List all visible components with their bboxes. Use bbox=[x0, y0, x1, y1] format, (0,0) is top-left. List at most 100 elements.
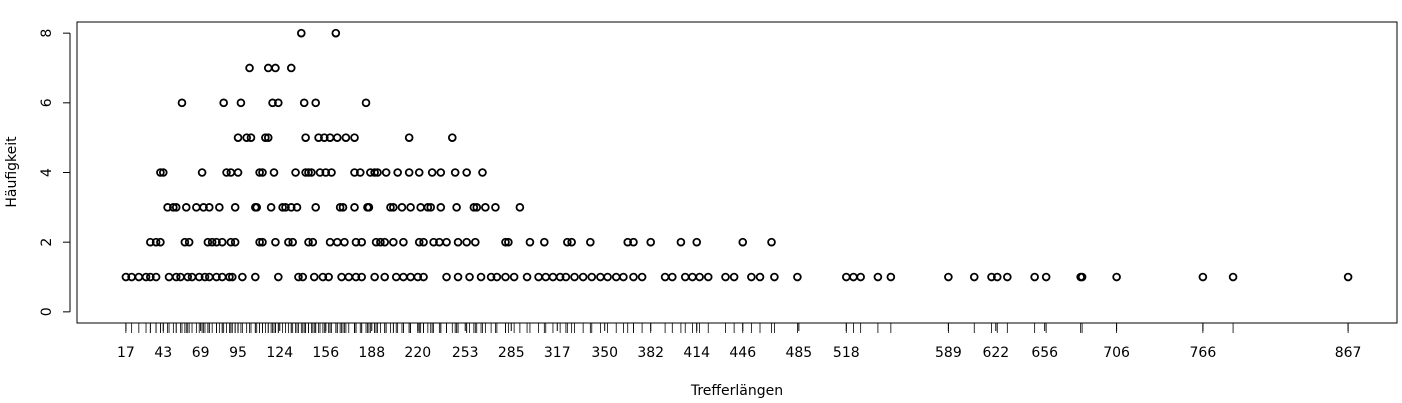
x-tick-label: 446 bbox=[729, 345, 756, 361]
point bbox=[561, 272, 571, 282]
point bbox=[404, 133, 414, 142]
point bbox=[611, 272, 621, 282]
point bbox=[414, 168, 424, 177]
point bbox=[281, 203, 290, 212]
point bbox=[298, 272, 308, 282]
point bbox=[337, 272, 346, 282]
point bbox=[501, 272, 510, 282]
x-tick-label: 382 bbox=[637, 345, 664, 361]
point bbox=[222, 168, 231, 177]
point bbox=[376, 237, 385, 247]
point bbox=[151, 237, 161, 247]
point bbox=[194, 272, 204, 282]
point bbox=[242, 133, 251, 142]
point bbox=[419, 237, 428, 247]
point bbox=[629, 237, 638, 247]
point bbox=[151, 272, 161, 282]
point bbox=[258, 237, 267, 247]
point bbox=[389, 203, 398, 212]
point bbox=[729, 272, 739, 282]
point bbox=[680, 272, 690, 282]
x-tick-label: 17 bbox=[117, 345, 135, 361]
point bbox=[288, 237, 297, 247]
point bbox=[841, 272, 851, 282]
point bbox=[501, 237, 510, 247]
point bbox=[442, 237, 451, 247]
point bbox=[873, 272, 883, 282]
point bbox=[332, 237, 342, 247]
point bbox=[146, 237, 155, 247]
point bbox=[156, 237, 165, 247]
point bbox=[596, 272, 605, 282]
point bbox=[286, 63, 296, 73]
point bbox=[268, 98, 277, 108]
point bbox=[462, 168, 471, 177]
point bbox=[340, 237, 349, 247]
point bbox=[515, 203, 525, 212]
point bbox=[1041, 272, 1051, 282]
point bbox=[355, 168, 365, 177]
point bbox=[453, 272, 463, 282]
point bbox=[770, 272, 779, 282]
point bbox=[703, 272, 713, 282]
point bbox=[370, 272, 379, 282]
x-tick-label: 622 bbox=[982, 345, 1009, 361]
point bbox=[522, 272, 532, 282]
x-tick-label: 220 bbox=[404, 345, 431, 361]
point bbox=[204, 203, 214, 212]
point bbox=[381, 168, 391, 177]
point bbox=[481, 203, 490, 212]
point bbox=[286, 203, 296, 212]
point bbox=[332, 133, 342, 142]
point bbox=[849, 272, 858, 282]
point bbox=[200, 272, 210, 282]
point bbox=[226, 237, 236, 247]
x-tick-label: 43 bbox=[154, 345, 172, 361]
point bbox=[969, 272, 979, 282]
point bbox=[350, 168, 359, 177]
point bbox=[233, 133, 243, 142]
point bbox=[380, 237, 390, 247]
point bbox=[738, 237, 748, 247]
point bbox=[570, 272, 579, 282]
point bbox=[469, 203, 479, 212]
point bbox=[603, 272, 612, 282]
point bbox=[258, 168, 267, 177]
point bbox=[540, 237, 549, 247]
point bbox=[236, 98, 246, 108]
point bbox=[442, 272, 451, 282]
point bbox=[416, 203, 425, 212]
y-tick-label: 6 bbox=[39, 98, 55, 107]
point bbox=[413, 272, 423, 282]
point bbox=[187, 272, 197, 282]
point bbox=[121, 272, 131, 282]
point bbox=[309, 272, 319, 282]
point bbox=[486, 272, 496, 282]
x-axis-label: Trefferlängen bbox=[690, 383, 783, 399]
point bbox=[423, 203, 433, 212]
point bbox=[269, 168, 279, 177]
x-tick-label: 766 bbox=[1190, 345, 1217, 361]
point bbox=[504, 237, 513, 247]
point bbox=[386, 203, 395, 212]
x-tick-label: 656 bbox=[1031, 345, 1058, 361]
point bbox=[692, 237, 702, 247]
point bbox=[886, 272, 896, 282]
point bbox=[1077, 272, 1087, 282]
point bbox=[465, 272, 474, 282]
point bbox=[619, 272, 628, 282]
point bbox=[350, 133, 359, 142]
point bbox=[156, 168, 165, 177]
point bbox=[299, 98, 309, 108]
point bbox=[212, 237, 221, 247]
point bbox=[263, 133, 273, 142]
point bbox=[586, 237, 595, 247]
point bbox=[271, 63, 280, 73]
point bbox=[163, 203, 172, 212]
point bbox=[230, 237, 240, 247]
point bbox=[1030, 272, 1039, 282]
point bbox=[344, 272, 354, 282]
point bbox=[436, 203, 446, 212]
point bbox=[321, 168, 331, 177]
